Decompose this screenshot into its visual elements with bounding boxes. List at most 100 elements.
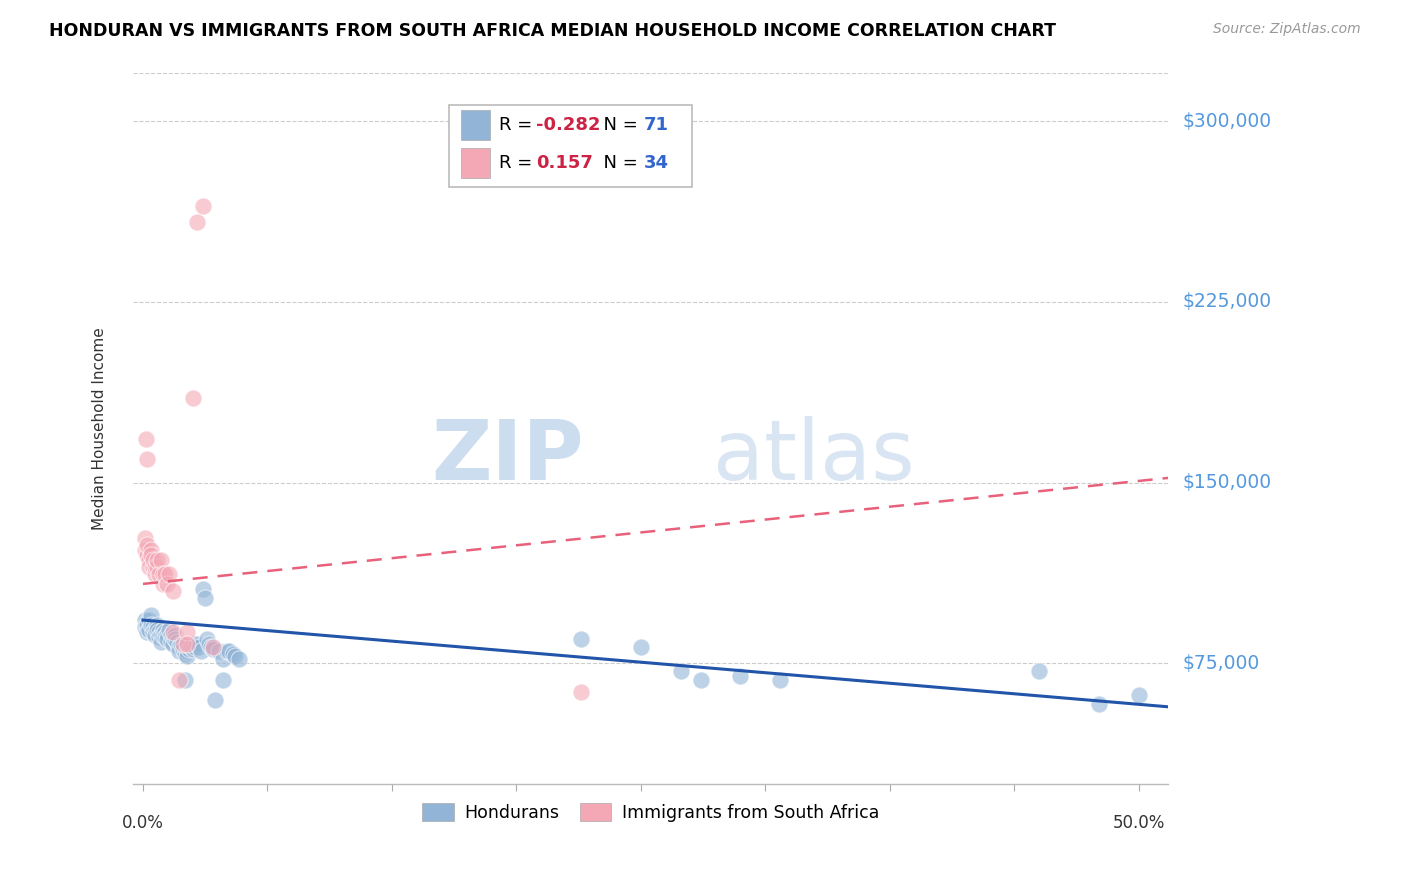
Point <box>186 637 208 651</box>
Point <box>153 567 176 582</box>
Point <box>143 623 166 637</box>
Point <box>143 627 166 641</box>
Point <box>201 640 224 654</box>
Point <box>191 582 214 596</box>
Text: $75,000: $75,000 <box>1182 654 1260 673</box>
Text: R =: R = <box>499 116 537 134</box>
Point <box>142 620 165 634</box>
Text: N =: N = <box>592 154 643 172</box>
Point <box>1028 664 1050 678</box>
Point <box>149 627 172 641</box>
Point <box>167 640 190 654</box>
Point <box>208 644 231 658</box>
Point <box>136 625 159 640</box>
Point <box>142 553 165 567</box>
Point <box>569 632 592 647</box>
Point <box>148 630 170 644</box>
Point <box>167 673 190 688</box>
Point <box>139 608 162 623</box>
Point <box>136 451 159 466</box>
Point <box>163 632 186 647</box>
Point <box>215 644 238 658</box>
Point <box>191 198 214 212</box>
Point <box>166 634 188 648</box>
Point <box>134 613 156 627</box>
Point <box>176 637 198 651</box>
Point <box>146 553 169 567</box>
Point <box>200 640 222 654</box>
Point <box>142 625 165 640</box>
Point <box>228 651 250 665</box>
Point <box>152 577 174 591</box>
Text: $150,000: $150,000 <box>1182 473 1271 492</box>
Point <box>148 625 170 640</box>
Point <box>160 634 183 648</box>
Point <box>181 637 204 651</box>
Point <box>730 668 752 682</box>
Point <box>190 644 212 658</box>
Point <box>170 637 193 651</box>
Point <box>569 685 592 699</box>
Point <box>181 642 204 657</box>
Point <box>1087 698 1109 712</box>
Point <box>218 644 240 658</box>
Bar <box>461 148 491 178</box>
Text: $225,000: $225,000 <box>1182 293 1271 311</box>
Point <box>162 630 184 644</box>
Point <box>153 625 176 640</box>
Bar <box>461 110 491 140</box>
Text: 0.0%: 0.0% <box>122 814 165 832</box>
Text: atlas: atlas <box>713 417 915 498</box>
Point <box>146 618 169 632</box>
Point <box>669 664 692 678</box>
Point <box>153 630 176 644</box>
Point <box>157 623 180 637</box>
Point <box>139 618 162 632</box>
Point <box>156 577 179 591</box>
Point <box>134 620 156 634</box>
Point <box>194 591 217 606</box>
Text: 34: 34 <box>644 154 668 172</box>
Point <box>138 553 160 567</box>
Point <box>149 553 172 567</box>
Point <box>173 647 195 661</box>
Legend: Hondurans, Immigrants from South Africa: Hondurans, Immigrants from South Africa <box>416 796 886 829</box>
Point <box>142 560 165 574</box>
Point <box>167 644 190 658</box>
Point <box>162 625 184 640</box>
Point <box>149 634 172 648</box>
Point <box>181 392 204 406</box>
Point <box>148 567 170 582</box>
Text: $300,000: $300,000 <box>1182 112 1271 131</box>
Point <box>184 640 207 654</box>
Point <box>146 623 169 637</box>
Point <box>176 625 198 640</box>
Point <box>769 673 792 688</box>
Y-axis label: Median Household Income: Median Household Income <box>93 327 107 530</box>
FancyBboxPatch shape <box>449 105 692 186</box>
Text: -0.282: -0.282 <box>536 116 600 134</box>
Point <box>180 640 202 654</box>
Point <box>195 632 218 647</box>
Point <box>138 560 160 574</box>
Point <box>186 215 208 229</box>
Text: 0.157: 0.157 <box>536 154 593 172</box>
Point <box>211 673 233 688</box>
Point <box>689 673 711 688</box>
Point <box>172 642 194 657</box>
Point <box>139 543 162 558</box>
Point <box>630 640 652 654</box>
Point <box>197 637 219 651</box>
Point <box>156 627 179 641</box>
Point <box>201 642 224 657</box>
Point <box>172 637 194 651</box>
Point <box>177 642 200 657</box>
Point <box>157 567 180 582</box>
Point <box>204 692 226 706</box>
Point <box>135 433 157 447</box>
Text: HONDURAN VS IMMIGRANTS FROM SOUTH AFRICA MEDIAN HOUSEHOLD INCOME CORRELATION CHA: HONDURAN VS IMMIGRANTS FROM SOUTH AFRICA… <box>49 22 1056 40</box>
Point <box>139 548 162 562</box>
Point <box>211 651 233 665</box>
Point <box>224 649 246 664</box>
Point <box>136 548 159 562</box>
